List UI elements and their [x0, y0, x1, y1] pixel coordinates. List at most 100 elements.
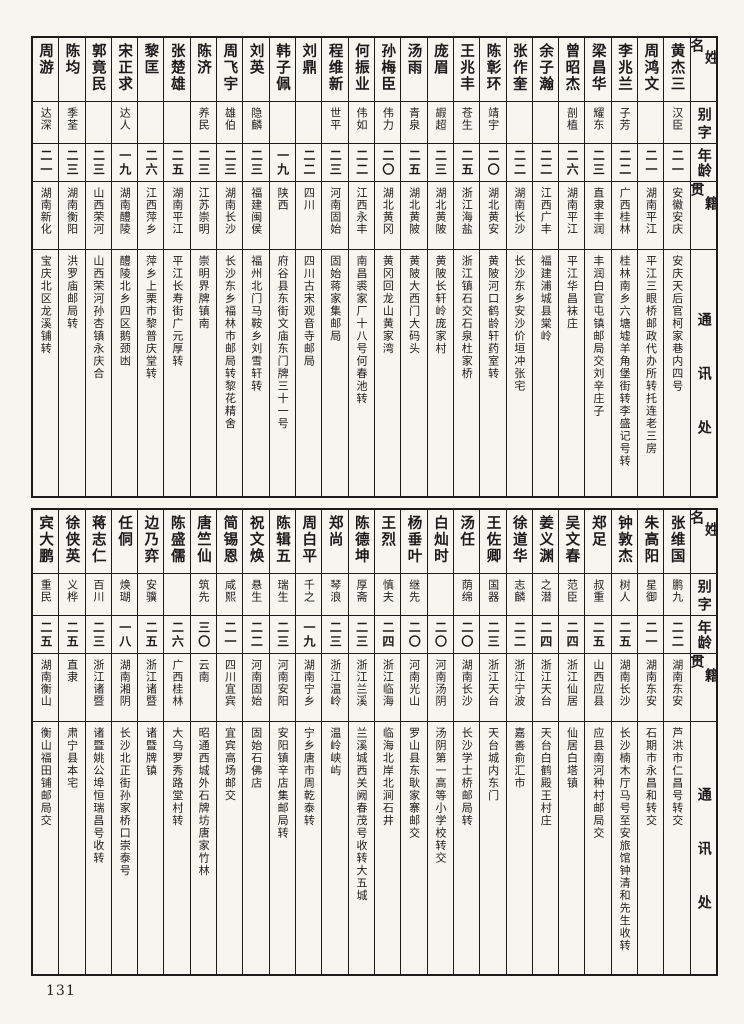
- age-cell: 二一: [638, 144, 664, 182]
- name-header-label: 姓名: [690, 510, 716, 548]
- person-address: 醴陵北乡四区鹅颈凼: [118, 255, 132, 368]
- native-place-cell: 云南: [190, 654, 217, 722]
- person-address: 府谷县东街文庙东门牌三十一号: [276, 255, 290, 430]
- native-place-cell: 江西广丰: [532, 182, 559, 250]
- person-column: 朱高阳 星御 二一 湖南东安 石期市永昌和转交: [637, 510, 664, 974]
- courtesy-name-cell: 养民: [190, 102, 217, 144]
- person-native-place: 四川: [302, 187, 316, 211]
- person-address: 黄冈回龙山黄家湾: [381, 255, 395, 355]
- native-place-cell: 浙江诸暨: [138, 654, 164, 722]
- person-name: 陈辑五: [273, 515, 291, 565]
- person-name: 宋正求: [116, 43, 134, 93]
- person-address: 诸暨姚公埠恒瑞昌号收转: [91, 727, 105, 865]
- address-cell: 宁乡唐市周乾泰转: [296, 722, 321, 974]
- header-origin-cell: 籍贯: [690, 182, 716, 250]
- courtesy-name-cell: 星御: [638, 574, 664, 616]
- native-place-cell: 湖北黄安: [480, 182, 506, 250]
- person-name: 周鸿文: [642, 43, 660, 93]
- address-cell: 长沙学士桥邮局转: [454, 722, 479, 974]
- name-header-label: 姓名: [690, 38, 716, 76]
- person-native-place: 湖南醴陵: [118, 187, 132, 235]
- person-native-place: 山西荣河: [91, 187, 105, 235]
- native-place-cell: 湖南宁乡: [296, 654, 322, 722]
- age-cell: 二三: [585, 144, 611, 182]
- person-name: 郭竟民: [89, 43, 107, 93]
- person-courtesy-name: 琴浪: [328, 579, 342, 603]
- person-address: 仙居白塔镇: [565, 727, 579, 790]
- person-address: 长沙东乡安沙价垣冲张宅: [512, 255, 526, 393]
- person-address: 长沙学士桥邮局转: [460, 727, 474, 827]
- name-cell: 王兆丰: [453, 38, 480, 102]
- person-age: 二〇: [407, 621, 422, 649]
- name-cell: 周白平: [296, 510, 322, 574]
- address-cell: 浙江镇石交石泉杜家桥: [454, 250, 479, 496]
- age-cell: 二五: [164, 144, 190, 182]
- person-courtesy-name: 千之: [302, 579, 316, 603]
- native-place-cell: 湖南新化: [32, 182, 59, 250]
- person-age: 二三: [196, 149, 211, 177]
- person-native-place: 浙江天台: [539, 659, 553, 707]
- courtesy-name-cell: 达人: [111, 102, 138, 144]
- age-header-label: 年龄: [695, 619, 712, 650]
- courtesy-name-cell: 继先: [401, 574, 427, 616]
- age-cell: 二五: [138, 616, 164, 654]
- native-place-cell: 山西荣河: [85, 182, 111, 250]
- name-cell: 钟敦杰: [611, 510, 638, 574]
- person-name: 周白平: [300, 515, 318, 565]
- courtesy-name-cell: 子芳: [611, 102, 638, 144]
- person-native-place: 江西永丰: [355, 187, 369, 235]
- person-native-place: 湖南平江: [565, 187, 579, 235]
- address-cell: 大乌罗秀路堂村转: [164, 722, 189, 974]
- person-courtesy-name: 青泉: [407, 107, 421, 131]
- person-name: 宾大鹏: [37, 515, 55, 565]
- person-column: 孙梅臣 伟力 二〇 湖北黄冈 黄冈回龙山黄家湾: [373, 38, 401, 496]
- courtesy-name-cell: 苍生: [453, 102, 480, 144]
- person-age: 二三: [275, 621, 290, 649]
- native-place-cell: 湖南衡山: [32, 654, 59, 722]
- courtesy-name-cell: 伟如: [348, 102, 374, 144]
- person-name: 韩子佩: [273, 43, 291, 93]
- age-cell: 二二: [243, 616, 269, 654]
- person-column: 郭竟民 二三 山西荣河 山西荣河孙杏镇永庆合: [84, 38, 111, 496]
- age-cell: 二三: [348, 616, 374, 654]
- person-courtesy-name: 筑先: [197, 579, 211, 603]
- age-cell: 二三: [480, 616, 506, 654]
- header-column: 姓名 别字 年龄 籍贯 通讯处: [689, 38, 716, 496]
- address-cell: 固始蒋家集邮局: [322, 250, 347, 496]
- age-cell: 二六: [559, 144, 585, 182]
- person-address: 黄陂大西门大码头: [407, 255, 421, 355]
- person-age: 二五: [38, 621, 53, 649]
- name-cell: 陈盛儒: [164, 510, 190, 574]
- person-column: 陈济 养民 二三 江苏崇明 崇明界牌镇南: [189, 38, 217, 496]
- address-cell: 长沙楠木厅马号至安旅馆钟清和先生收转: [612, 722, 637, 974]
- person-column: 周鸿文 二一 湖南平江 平江三眼桥邮政代办所转托连老三房: [637, 38, 664, 496]
- courtesy-name-cell: [164, 102, 190, 144]
- person-native-place: 湖北黄陂: [407, 187, 421, 235]
- native-place-cell: 山西应县: [585, 654, 611, 722]
- name-cell: 姜义渊: [532, 510, 559, 574]
- person-address: 福建浦城县棠岭: [539, 255, 553, 343]
- courtesy-name-cell: 隐麟: [243, 102, 269, 144]
- person-native-place: 安徽安庆: [670, 187, 684, 235]
- native-place-cell: 湖南平江: [164, 182, 190, 250]
- name-cell: 陈彰环: [480, 38, 506, 102]
- person-column: 边乃弈 安骥 二五 浙江诸暨 诸暨牌镇: [137, 510, 164, 974]
- courtesy-name-cell: 世平: [322, 102, 348, 144]
- courtesy-name-cell: [506, 102, 532, 144]
- age-cell: 二三: [59, 144, 85, 182]
- courtesy-name-cell: 雄伯: [217, 102, 243, 144]
- person-age: 二一: [644, 621, 659, 649]
- courtesy-name-cell: [532, 102, 559, 144]
- person-native-place: 广西桂林: [618, 187, 632, 235]
- name-cell: 简锡恩: [217, 510, 243, 574]
- person-column: 郑尚 琴浪 二三 浙江温岭 温岭峡屿: [321, 510, 348, 974]
- age-header-label: 年龄: [695, 147, 712, 178]
- person-age: 二二: [249, 621, 264, 649]
- header-name-cell: 姓名: [690, 38, 716, 102]
- age-cell: 二三: [217, 144, 243, 182]
- native-place-cell: 直隶: [59, 654, 85, 722]
- person-column: 程维新 世平 二三 河南固始 固始蒋家集邮局: [321, 38, 348, 496]
- native-place-cell: 湖南平江: [559, 182, 585, 250]
- address-cell: 诸暨牌镇: [138, 722, 163, 974]
- person-address: 临海北岸北涧石井: [381, 727, 395, 827]
